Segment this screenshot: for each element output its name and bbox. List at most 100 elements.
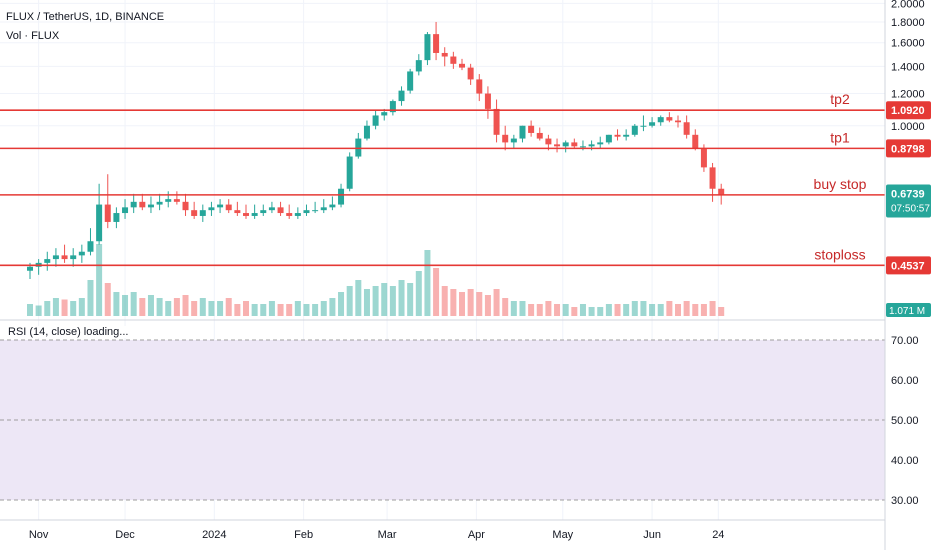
volume-bar [113, 292, 120, 316]
volume-bar [450, 289, 457, 316]
candlesticks[interactable] [27, 21, 725, 279]
candle-body [657, 117, 664, 123]
candle-body [510, 138, 517, 143]
volume-bar [182, 295, 189, 316]
candle-body [441, 52, 448, 57]
candle-body [536, 132, 543, 139]
volume-legend: Vol · FLUX [6, 30, 60, 42]
plot-background [0, 0, 885, 316]
volume-badge [886, 303, 931, 317]
candle-body [199, 210, 206, 216]
candle-body [96, 204, 103, 242]
volume-bar [130, 292, 137, 316]
volume-bar [579, 304, 586, 316]
volume-bar [156, 298, 163, 316]
volume-bar [441, 286, 448, 316]
price-tick-label: 1.8000 [891, 17, 925, 29]
candle-body [554, 144, 561, 147]
volume-bar [631, 301, 638, 316]
volume-bar [251, 304, 258, 316]
volume-bar [165, 301, 172, 316]
rsi-pane[interactable] [0, 319, 932, 521]
volume-bar [424, 250, 431, 316]
candle-body [70, 255, 77, 260]
candle-body [692, 134, 699, 149]
price-axis[interactable]: 2.0000 1.8000 1.6000 1.4000 1.2000 1.0000 70.0… [884, 0, 932, 550]
volume-bar [536, 304, 543, 316]
candle-body [113, 213, 120, 222]
last-price-text: 0.6739 [891, 188, 925, 200]
candle-body [87, 241, 94, 252]
candle-body [122, 207, 129, 214]
volume-bar [484, 295, 491, 316]
candle-body [467, 67, 474, 80]
candle-body [260, 210, 267, 214]
level-label: tp1 [830, 129, 850, 145]
time-tick-label: 24 [712, 529, 724, 541]
volume-bar [415, 271, 422, 316]
volume-bar [623, 304, 630, 316]
volume-bar [692, 304, 699, 316]
volume-bar [346, 286, 353, 316]
symbol-legend: FLUX / TetherUS, 1D, BINANCE [6, 11, 165, 23]
volume-bar [329, 298, 336, 316]
volume-bar [571, 307, 578, 316]
candle-body [320, 207, 327, 211]
candle-body [27, 266, 33, 271]
volume-bar [199, 298, 206, 316]
level-label: tp2 [830, 91, 850, 107]
candle-body [286, 213, 293, 216]
volume-bar [312, 304, 319, 316]
volume-bar [27, 304, 33, 316]
volume-bar [467, 289, 474, 316]
candle-body [614, 134, 621, 137]
candle-body [225, 204, 232, 211]
volume-bar [700, 304, 707, 316]
candle-body [294, 213, 301, 216]
time-tick-label: Jun [643, 529, 661, 541]
volume-bar [510, 301, 517, 316]
volume-bar [666, 301, 673, 316]
candle-body [52, 255, 59, 260]
time-tick-label: Feb [294, 529, 313, 541]
volume-bar [35, 305, 42, 316]
time-tick-label: Mar [378, 529, 397, 541]
volume-bar [191, 301, 198, 316]
volume-bar [286, 304, 293, 316]
candle-body [329, 204, 336, 208]
candle-body [640, 125, 647, 127]
candle-body [61, 255, 68, 260]
candle-body [234, 210, 241, 214]
candle-body [389, 101, 396, 113]
volume-bar [657, 304, 664, 316]
volume-bar [640, 301, 647, 316]
candle-body [398, 90, 405, 102]
time-tick-label: Nov [29, 529, 49, 541]
rsi-legend: RSI (14, close) loading... [6, 326, 131, 338]
time-axis[interactable]: Nov Dec 2024 Feb Mar Apr May Jun 24 [29, 529, 725, 541]
candle-body [424, 34, 431, 61]
candle-body [78, 251, 85, 256]
candle-body [182, 201, 189, 211]
candle-body [519, 125, 526, 139]
candle-body [165, 199, 172, 202]
candle-body [666, 117, 673, 121]
candle-body [528, 125, 535, 133]
volume-bar [605, 304, 612, 316]
rsi-tick-label: 50.00 [891, 415, 919, 427]
volume-bar [78, 298, 85, 316]
level-badge-text: 0.4537 [891, 260, 925, 272]
candle-body [251, 213, 258, 216]
volume-bar [363, 289, 370, 316]
candle-body [709, 167, 716, 189]
volume-bar [389, 286, 396, 316]
candle-body [623, 134, 630, 137]
volume-bar [104, 283, 111, 316]
volume-bar [476, 292, 483, 316]
volume-bar [122, 295, 129, 316]
level-badge [886, 256, 931, 275]
volume-bar [277, 304, 284, 316]
volume-bar [61, 299, 68, 316]
